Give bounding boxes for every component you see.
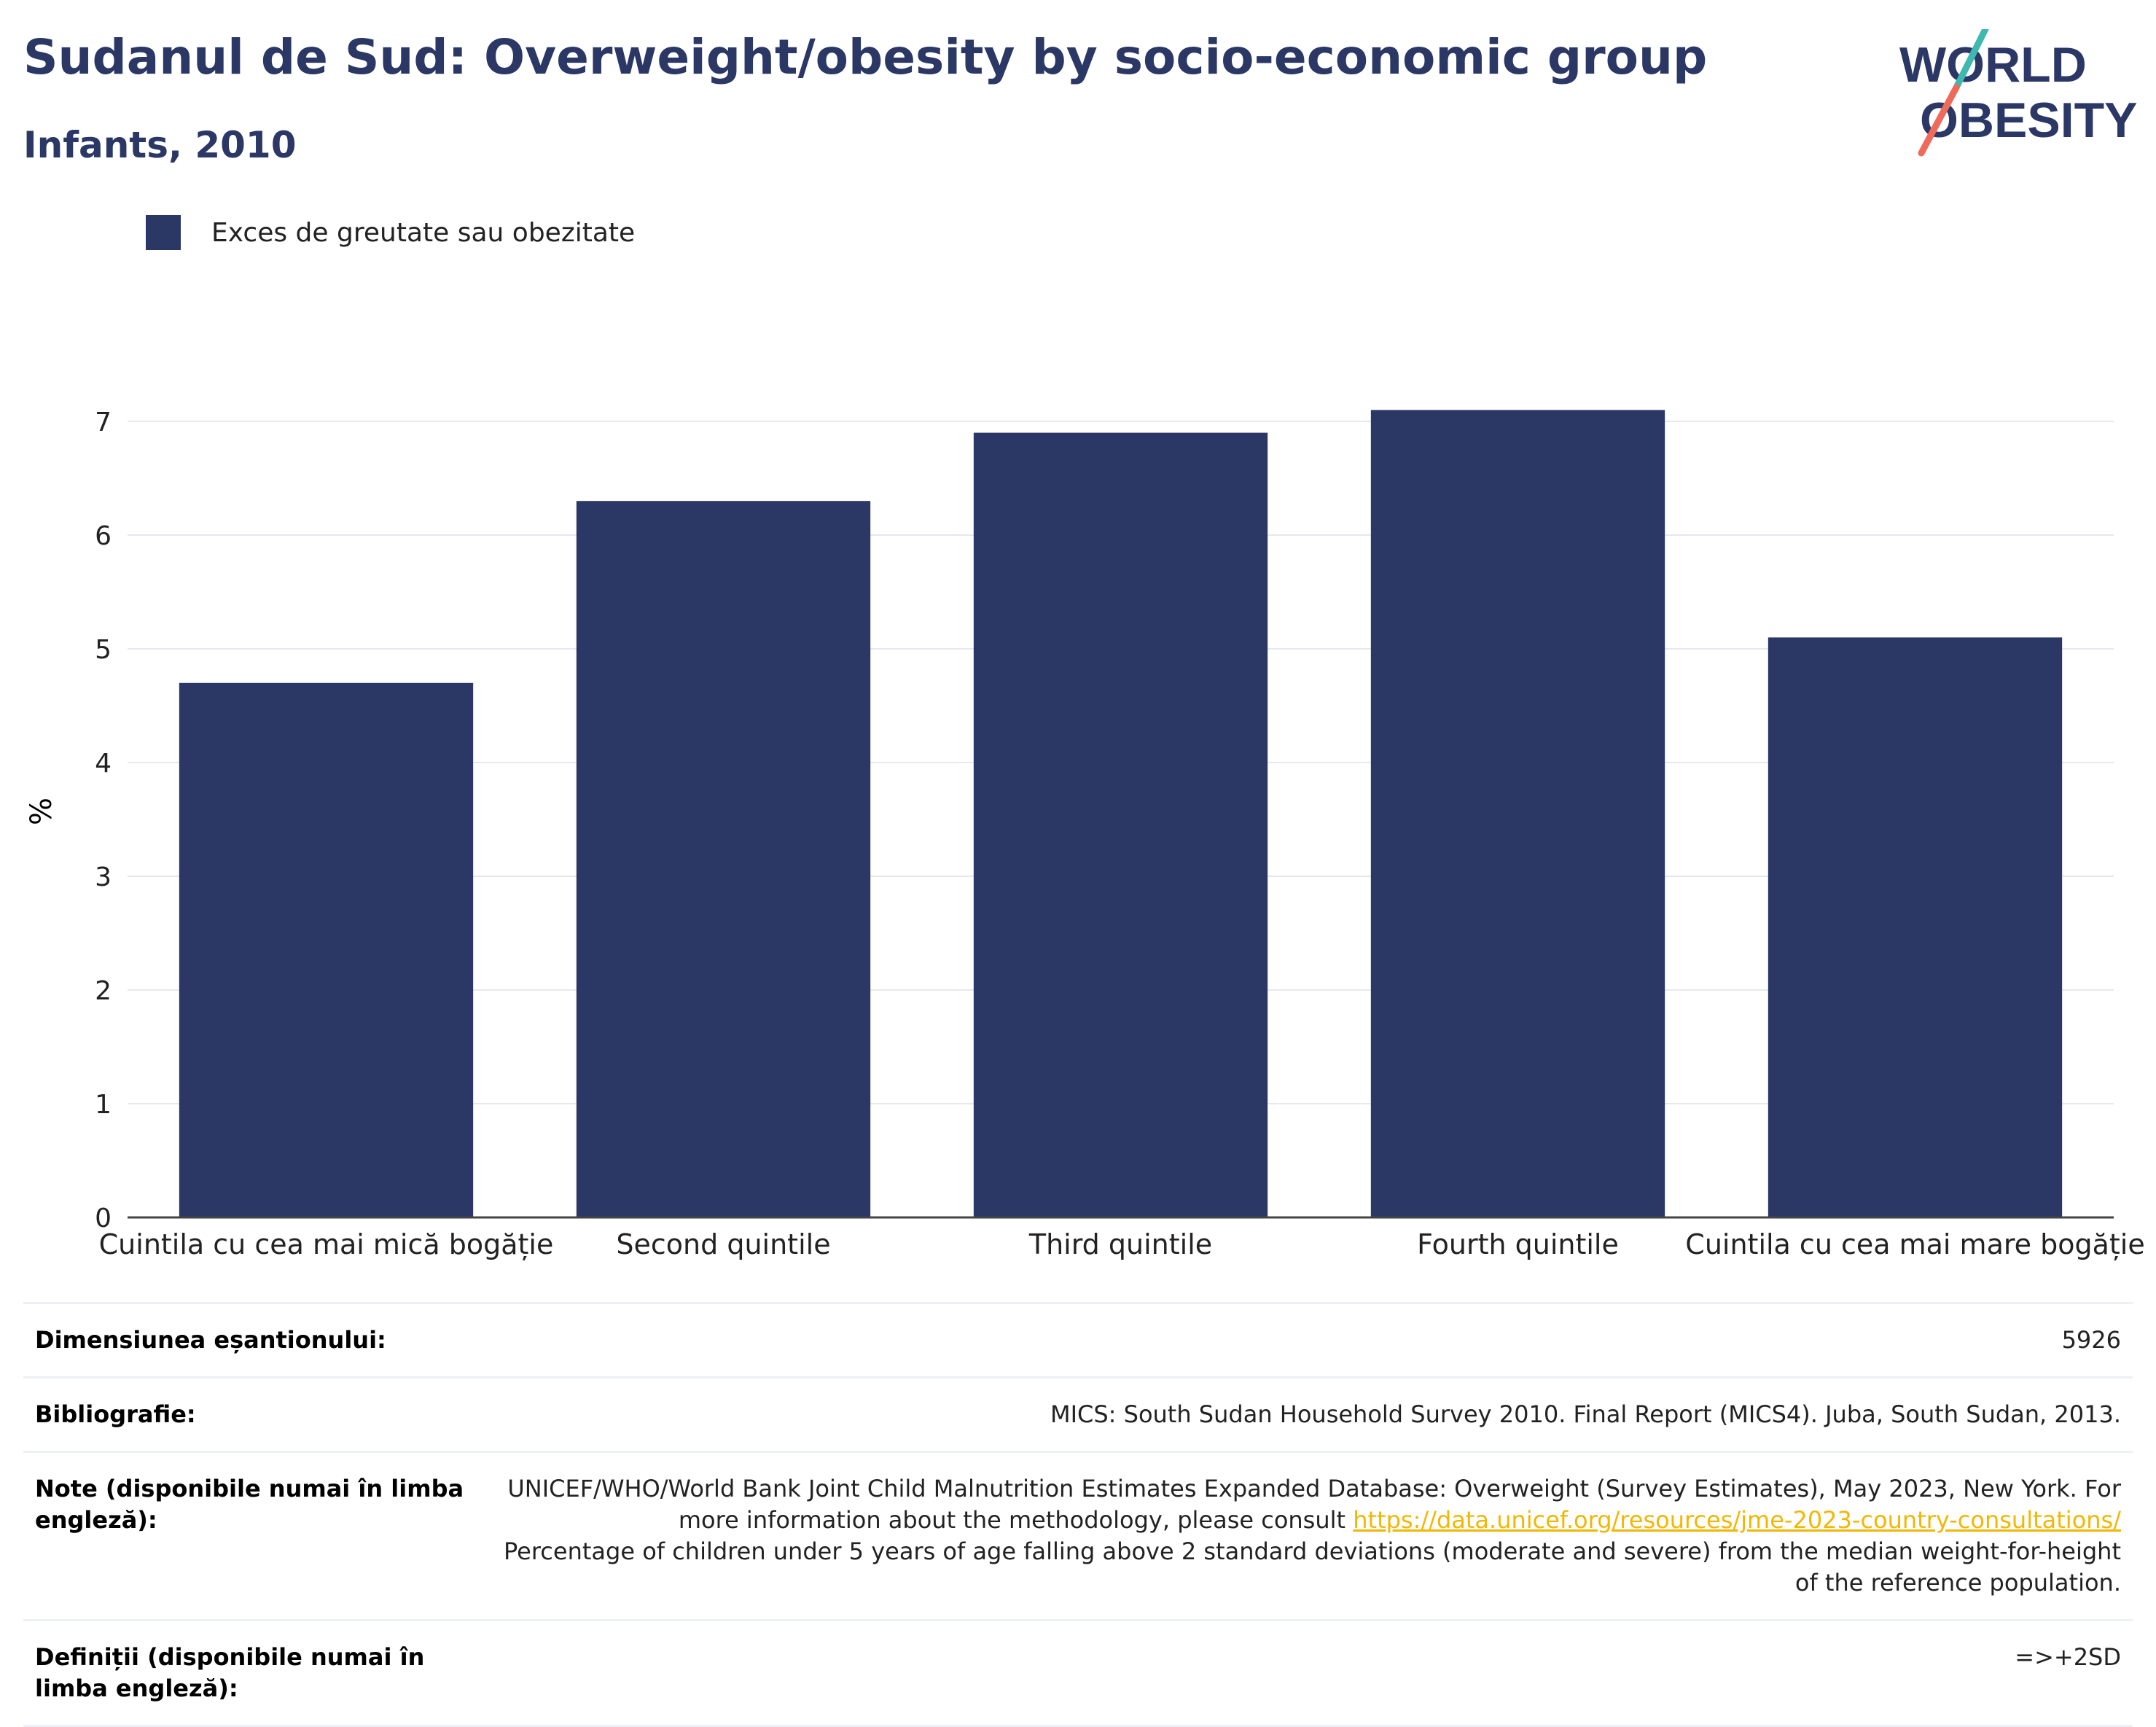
sample-size-label: Dimensiunea eșantionului: [35, 1326, 386, 1354]
legend[interactable]: Exces de greutate sau obezitate [146, 215, 635, 250]
definitions-value: =>+2SD [2015, 1643, 2121, 1671]
bibliography-label: Bibliografie: [35, 1400, 196, 1428]
notes-text-2: Percentage of children under 5 years of … [504, 1537, 2121, 1597]
y-tick-label: 7 [95, 408, 112, 437]
info-table: Dimensiunea eșantionului: 5926 Bibliogra… [23, 1302, 2133, 1727]
y-tick-label: 4 [95, 749, 112, 779]
logo-line1: WORLD [1899, 37, 2087, 93]
methodology-link[interactable]: https://data.unicef.org/resources/jme-20… [1353, 1506, 2121, 1534]
chart-title: Sudanul de Sud: Overweight/obesity by so… [23, 29, 1708, 85]
chart-subtitle: Infants, 2010 [23, 124, 297, 166]
x-tick-label: Second quintile [616, 1228, 830, 1260]
y-tick-label: 5 [95, 635, 112, 665]
bibliography-value: MICS: South Sudan Household Survey 2010.… [1050, 1400, 2121, 1428]
y-tick-label: 3 [95, 862, 112, 892]
world-obesity-logo: WORLD OBESITY [1899, 29, 2138, 157]
bar [1370, 410, 1665, 1217]
logo-line2: OBESITY [1920, 93, 2138, 148]
y-tick-label: 1 [95, 1090, 112, 1120]
info-row-sample: Dimensiunea eșantionului: 5926 [23, 1302, 2133, 1376]
x-tick-label: Cuintila cu cea mai mare bogăție [1685, 1228, 2144, 1260]
y-tick-label: 6 [95, 521, 112, 551]
bar [1768, 637, 2063, 1217]
legend-swatch [146, 215, 181, 250]
bar [576, 501, 871, 1217]
notes-text-1: UNICEF/WHO/World Bank Joint Child Malnut… [507, 1475, 2121, 1534]
y-tick-label: 2 [95, 976, 112, 1006]
x-tick-label: Cuintila cu cea mai mică bogăție [99, 1228, 554, 1260]
notes-label: Note (disponibile numai în limba engleză… [35, 1475, 464, 1534]
bar-chart: 0 1 2 3 4 5 6 7 Cuintila cu cea mai mică bogăție… [95, 408, 2145, 1260]
x-tick-label: Third quintile [1028, 1228, 1212, 1260]
info-row-notes: Note (disponibile numai în limba engleză… [23, 1451, 2133, 1619]
bar [179, 682, 474, 1217]
info-row-definitions: Definiții (disponibile numai în limba en… [23, 1619, 2133, 1727]
sample-size-value: 5926 [2061, 1326, 2121, 1354]
notes-value: UNICEF/WHO/World Bank Joint Child Malnut… [501, 1473, 2121, 1599]
legend-label: Exces de greutate sau obezitate [211, 217, 636, 248]
info-row-bibliography: Bibliografie: MICS: South Sudan Househol… [23, 1376, 2133, 1451]
definitions-label: Definiții (disponibile numai în limba en… [35, 1643, 425, 1702]
x-tick-label: Fourth quintile [1417, 1228, 1619, 1260]
bar [973, 432, 1268, 1217]
y-tick-label: 0 [95, 1204, 112, 1233]
